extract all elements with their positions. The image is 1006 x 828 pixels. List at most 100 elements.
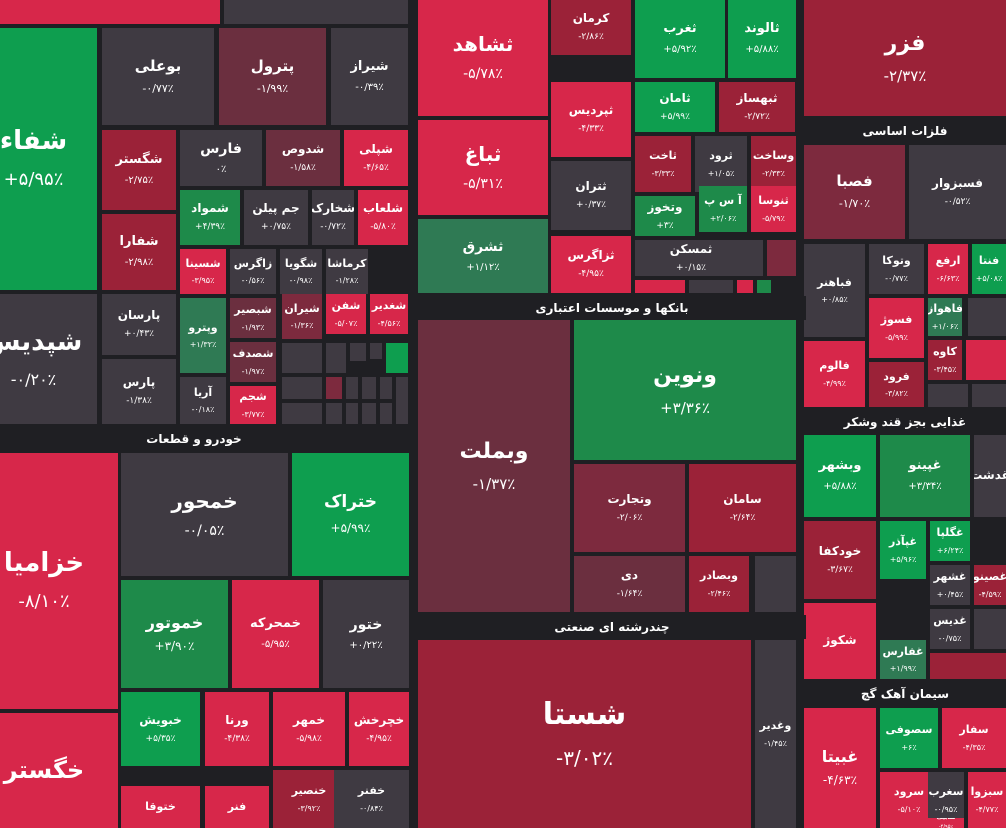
filler-tile[interactable] <box>767 240 796 276</box>
stock-tile[interactable]: وتخوز +۳٪ <box>635 196 695 236</box>
stock-tile[interactable]: وساخت -۲/۳۳٪ <box>751 136 796 192</box>
stock-tile[interactable]: شیراز -۰/۳۹٪ <box>331 28 408 125</box>
stock-tile[interactable]: ثالوند +۵/۸۸٪ <box>728 0 796 78</box>
stock-tile[interactable]: فسبزوار -۰/۵۲٪ <box>909 145 1006 239</box>
stock-tile[interactable]: وبشهر +۵/۸۸٪ <box>804 435 876 517</box>
stock-tile[interactable]: کاوه -۳/۴۵٪ <box>928 340 962 380</box>
filler-tile[interactable] <box>974 609 1006 649</box>
stock-tile[interactable]: ثرود +۱/۰۵٪ <box>695 136 747 192</box>
stock-tile[interactable]: ثتران +۰/۳۷٪ <box>551 161 631 230</box>
stock-tile[interactable]: ثاخت -۳/۳۳٪ <box>635 136 691 192</box>
filler-tile[interactable] <box>755 590 796 612</box>
stock-tile[interactable]: شفن -۵/۰۷٪ <box>326 294 366 334</box>
stock-tile[interactable]: غگلپا +۶/۲۴٪ <box>930 521 970 561</box>
stock-tile[interactable]: خمهر -۵/۹۸٪ <box>273 692 345 766</box>
filler-tile[interactable] <box>224 0 408 24</box>
stock-tile[interactable]: شفارا -۲/۹۸٪ <box>102 214 176 290</box>
filler-tile[interactable] <box>380 403 392 424</box>
stock-tile[interactable]: ختوقا <box>121 786 200 828</box>
stock-tile[interactable]: وپترو +۱/۳۲٪ <box>180 298 226 373</box>
stock-tile[interactable]: شغدیر -۴/۵۶٪ <box>370 294 408 334</box>
stock-tile[interactable]: ختراک +۵/۹۹٪ <box>292 453 409 576</box>
stock-tile[interactable]: وتجارت -۲/۰۶٪ <box>574 464 685 552</box>
stock-tile[interactable]: شدوص -۱/۵۸٪ <box>266 130 340 186</box>
stock-tile[interactable]: ثپردیس -۴/۳۳٪ <box>551 82 631 157</box>
stock-tile[interactable]: ارفع -۶/۶۳٪ <box>928 244 968 294</box>
stock-tile[interactable]: خودکفا -۳/۶۷٪ <box>804 521 876 599</box>
filler-tile[interactable] <box>326 403 342 424</box>
stock-tile[interactable]: فالوم -۴/۹۹٪ <box>804 341 865 407</box>
filler-tile[interactable] <box>326 377 342 399</box>
filler-tile[interactable] <box>737 280 753 293</box>
stock-tile[interactable]: شسینا -۳/۹۵٪ <box>180 249 226 294</box>
stock-tile[interactable]: شستا -۳/۰۲٪ <box>418 640 751 828</box>
stock-tile[interactable]: خموتور +۳/۹۰٪ <box>121 580 228 688</box>
filler-tile[interactable] <box>362 403 376 424</box>
stock-tile[interactable]: غبیتا -۴/۶۳٪ <box>804 708 876 828</box>
stock-tile[interactable]: ختور +۰/۲۲٪ <box>323 580 409 688</box>
stock-tile[interactable]: خگستر <box>0 713 118 828</box>
stock-tile[interactable]: دی -۱/۶۴٪ <box>574 556 685 612</box>
stock-tile[interactable]: فنتا +۵/۰۸٪ <box>972 244 1006 294</box>
filler-tile[interactable] <box>370 343 382 359</box>
stock-tile[interactable]: وبملت -۱/۳۷٪ <box>418 320 570 612</box>
stock-tile[interactable]: شیران -۱/۳۶٪ <box>282 294 322 339</box>
stock-tile[interactable]: شخارک -۰/۷۲٪ <box>312 190 354 245</box>
stock-tile[interactable]: ثغرب +۵/۹۲٪ <box>635 0 725 78</box>
filler-tile[interactable] <box>362 377 376 399</box>
stock-tile[interactable]: آریا -۰/۱۸٪ <box>180 377 226 424</box>
filler-tile[interactable] <box>282 377 322 399</box>
stock-tile[interactable]: پارسان +۰/۴۳٪ <box>102 294 176 355</box>
stock-tile[interactable]: خزامیا -۸/۱۰٪ <box>0 453 118 709</box>
stock-tile[interactable]: ثامان +۵/۹۹٪ <box>635 82 715 132</box>
filler-tile[interactable] <box>689 280 733 293</box>
stock-tile[interactable]: شکوژ <box>804 603 876 679</box>
stock-tile[interactable]: وغدیر -۱/۴۵٪ <box>755 640 796 828</box>
stock-tile[interactable]: وبصادر -۲/۴۶٪ <box>689 556 749 612</box>
stock-tile[interactable]: خبویش +۵/۳۵٪ <box>121 692 200 766</box>
filler-tile[interactable] <box>396 377 408 424</box>
stock-tile[interactable]: فباهنر +۰/۸۵٪ <box>804 244 865 337</box>
stock-tile[interactable]: شپلی -۴/۶۵٪ <box>344 130 408 186</box>
stock-tile[interactable]: شلعاب -۵/۸۰٪ <box>358 190 408 245</box>
filler-tile[interactable] <box>966 340 1006 380</box>
filler-tile[interactable] <box>635 280 685 293</box>
stock-tile[interactable]: ونوین +۳/۳۶٪ <box>574 320 796 460</box>
stock-tile[interactable]: شفاء +۵/۹۵٪ <box>0 28 97 290</box>
stock-tile[interactable]: زاگرس -۰/۵۶٪ <box>230 249 276 294</box>
filler-tile[interactable] <box>972 384 1006 407</box>
stock-tile[interactable]: خچرخش -۴/۹۵٪ <box>349 692 409 766</box>
stock-tile[interactable]: سامان -۲/۶۴٪ <box>689 464 796 552</box>
filler-tile[interactable] <box>0 0 220 24</box>
filler-tile[interactable] <box>282 343 322 373</box>
stock-tile[interactable]: خمحرکه -۵/۹۵٪ <box>232 580 319 688</box>
stock-tile[interactable]: غپینو +۳/۳۴٪ <box>880 435 970 517</box>
stock-tile[interactable]: ثزاگرس -۴/۹۵٪ <box>551 236 631 293</box>
stock-tile[interactable]: ثباغ -۵/۳۱٪ <box>418 120 548 215</box>
stock-tile[interactable]: فزر -۲/۳۷٪ <box>804 0 1006 116</box>
stock-tile[interactable]: جم پیلن +۰/۷۵٪ <box>244 190 308 245</box>
stock-tile[interactable]: ثبهساز -۲/۷۲٪ <box>719 82 795 132</box>
stock-tile[interactable]: ثشاهد -۵/۷۸٪ <box>418 0 548 116</box>
stock-tile[interactable]: غدیس -۰/۷۵٪ <box>930 609 970 649</box>
stock-tile[interactable]: سصوفی +۶٪ <box>880 708 938 768</box>
stock-tile[interactable]: شگویا -۰/۹۸٪ <box>280 249 322 294</box>
stock-tile[interactable]: شجم -۳/۷۷٪ <box>230 386 276 424</box>
stock-tile[interactable]: بوعلی -۰/۷۷٪ <box>102 28 214 125</box>
stock-tile[interactable]: پترول -۱/۹۹٪ <box>219 28 326 125</box>
stock-tile[interactable]: ثشرق +۱/۱۲٪ <box>418 219 548 293</box>
stock-tile[interactable]: ثمسکن +۰/۱۵٪ <box>635 240 747 276</box>
stock-tile[interactable]: کرمان -۲/۸۶٪ <box>551 0 631 55</box>
filler-tile[interactable] <box>282 403 322 424</box>
filler-tile[interactable] <box>380 377 392 399</box>
stock-tile[interactable]: شمواد +۴/۳۹٪ <box>180 190 240 245</box>
stock-tile[interactable]: شگستر -۲/۷۵٪ <box>102 130 176 210</box>
stock-tile[interactable]: غدشت <box>974 435 1006 517</box>
filler-tile[interactable] <box>350 343 366 361</box>
stock-tile[interactable]: شصدف -۱/۹۷٪ <box>230 342 276 382</box>
stock-tile[interactable]: سآبیک -۴/۹۵٪ <box>928 818 964 828</box>
stock-tile[interactable]: غشهر +۰/۴۵٪ <box>930 565 970 605</box>
stock-tile[interactable]: غفارس +۱/۹۹٪ <box>880 640 926 679</box>
filler-tile[interactable] <box>346 377 358 399</box>
stock-tile[interactable]: شبصیر -۱/۹۳٪ <box>230 298 276 338</box>
